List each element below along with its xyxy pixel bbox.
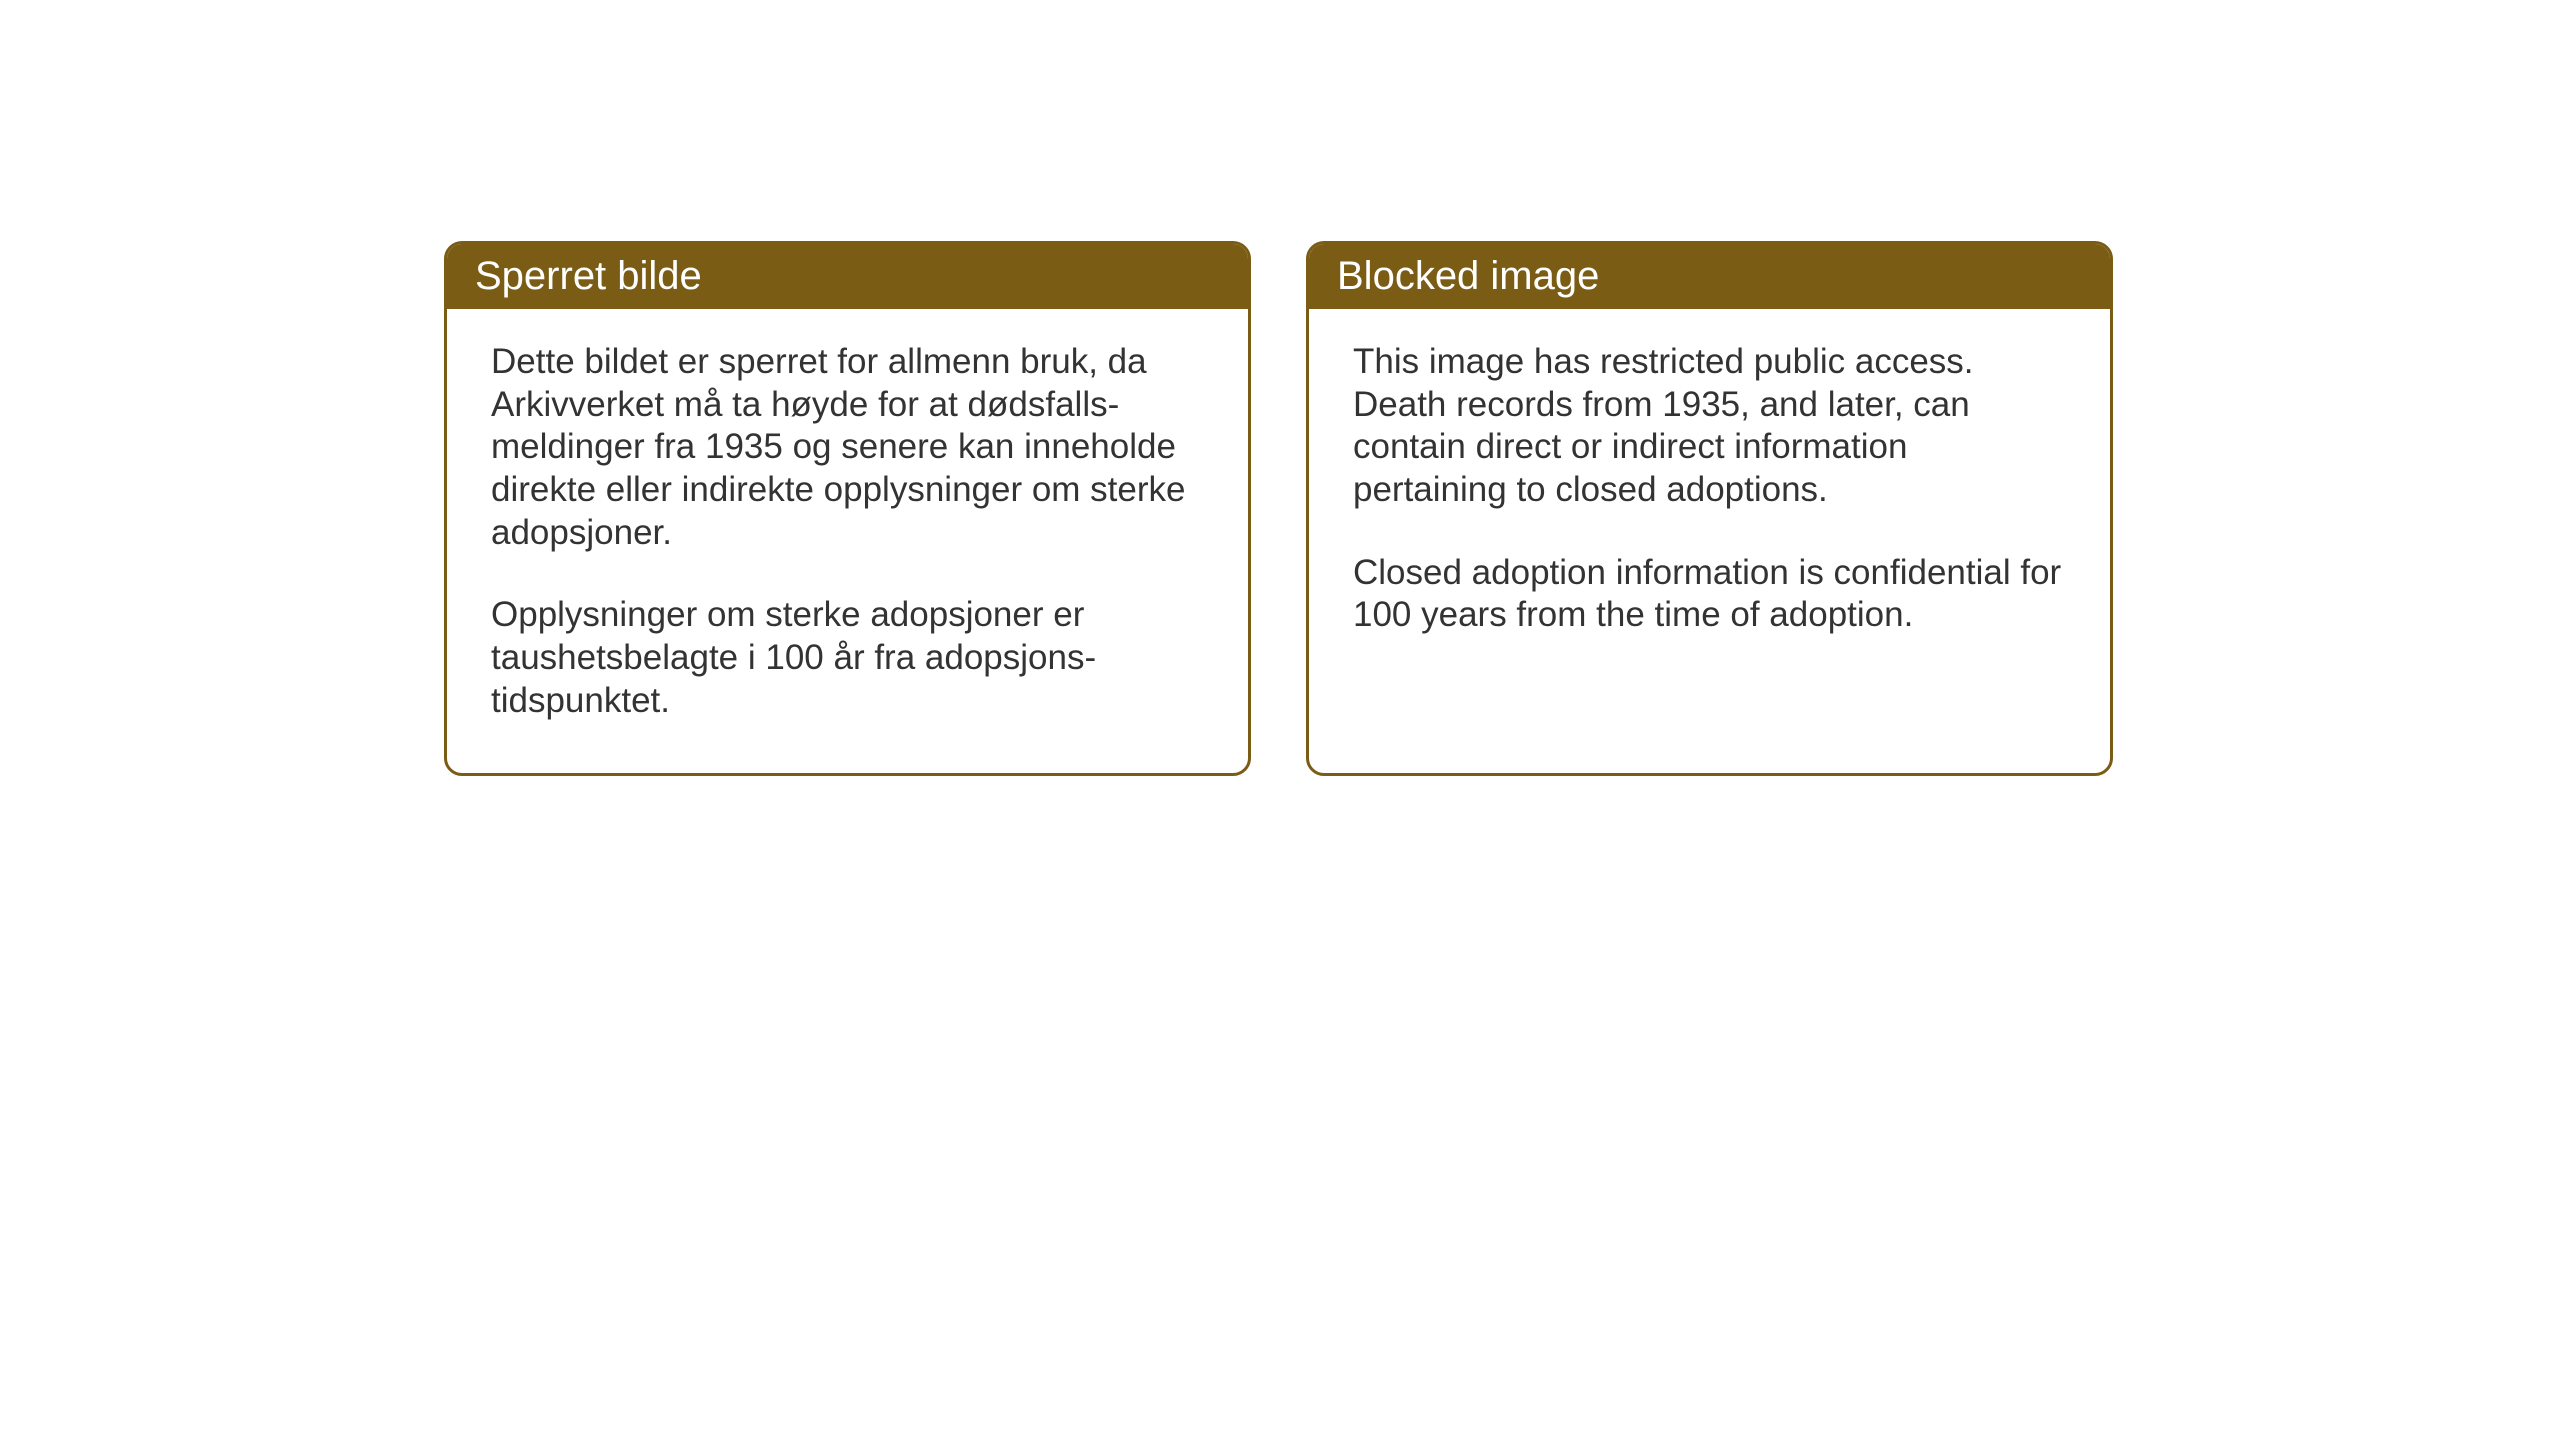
notice-card-english: Blocked image This image has restricted … (1306, 241, 2113, 776)
notice-body-english: This image has restricted public access.… (1309, 309, 2110, 739)
notice-paragraph-1-english: This image has restricted public access.… (1353, 341, 2066, 512)
notice-header-english: Blocked image (1309, 244, 2110, 309)
notice-container: Sperret bilde Dette bildet er sperret fo… (444, 241, 2113, 776)
notice-title-english: Blocked image (1337, 254, 1599, 298)
notice-paragraph-2-english: Closed adoption information is confident… (1353, 552, 2066, 637)
notice-title-norwegian: Sperret bilde (475, 254, 702, 298)
notice-paragraph-1-norwegian: Dette bildet er sperret for allmenn bruk… (491, 341, 1204, 554)
notice-body-norwegian: Dette bildet er sperret for allmenn bruk… (447, 309, 1248, 773)
notice-card-norwegian: Sperret bilde Dette bildet er sperret fo… (444, 241, 1251, 776)
notice-paragraph-2-norwegian: Opplysninger om sterke adopsjoner er tau… (491, 594, 1204, 722)
notice-header-norwegian: Sperret bilde (447, 244, 1248, 309)
